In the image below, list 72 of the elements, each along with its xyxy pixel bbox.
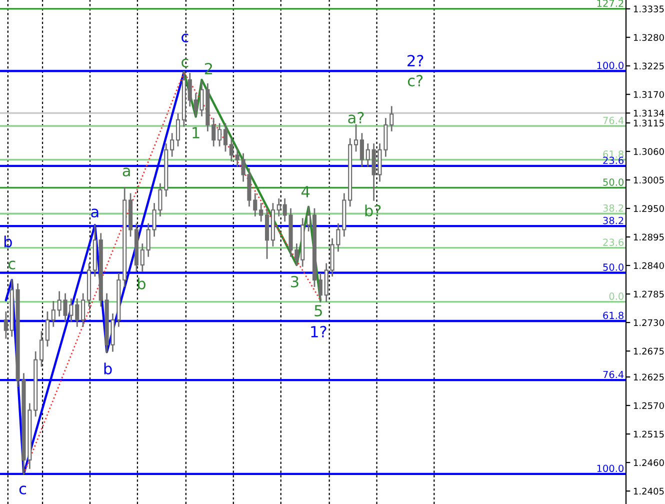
candlestick [75, 298, 80, 327]
y-tick-label: 1.3280 [634, 34, 664, 41]
y-tick-label: 1.2950 [634, 205, 664, 212]
candlestick [51, 301, 56, 327]
candlestick [39, 331, 44, 367]
y-tick-label: 1.2625 [634, 374, 664, 381]
candlestick [81, 293, 86, 327]
y-tick-label: 1.3225 [634, 62, 664, 70]
candlestick [4, 311, 8, 339]
y-tick-label: 1.2895 [634, 234, 664, 241]
y-tick-label: 1.2515 [634, 430, 664, 438]
candlestick [176, 113, 180, 146]
annotation: 76.4 [603, 116, 624, 124]
annotation: b [104, 362, 112, 374]
annotation: c [182, 34, 188, 42]
y-tick-label: 1.2405 [634, 488, 664, 495]
y-tick-label: 1.3134 [634, 110, 664, 117]
annotation: 76.4 [603, 370, 624, 378]
candlestick [229, 138, 234, 162]
annotation: a [91, 208, 98, 218]
candlestick [218, 123, 222, 146]
annotation: a? [348, 112, 364, 124]
annotation: 61.8 [603, 312, 624, 320]
annotation: 4 [301, 186, 310, 198]
annotation: 0.0 [609, 292, 624, 300]
candlestick [366, 143, 370, 167]
annotation: c [8, 260, 16, 270]
annotation: 38.2 [603, 204, 624, 212]
y-tick-label: 1.2730 [634, 319, 664, 326]
y-tick-label: 1.3115 [634, 120, 664, 126]
candlestick [360, 133, 364, 167]
annotation: 5 [314, 305, 322, 316]
candlestick [140, 244, 144, 272]
annotation: 2? [408, 54, 424, 66]
candlestick [45, 311, 50, 347]
annotation: 100.0 [597, 464, 624, 472]
candlestick [318, 273, 322, 302]
annotation: c? [408, 74, 423, 86]
annotation: b [4, 236, 12, 248]
candlestick [390, 106, 394, 132]
annotation: 3 [291, 276, 298, 288]
y-tick-label: 1.2785 [634, 290, 664, 298]
annotation: c [182, 58, 188, 68]
annotation: a [122, 168, 130, 176]
y-tick-label: 1.3005 [634, 176, 664, 184]
annotation: c [19, 486, 26, 494]
y-tick-label: 1.3335 [634, 6, 664, 12]
annotation: 100.0 [597, 62, 624, 70]
candlestick [170, 133, 174, 157]
candlestick [188, 72, 192, 106]
y-tick-label: 1.2840 [634, 262, 664, 270]
candlestick [259, 203, 264, 222]
candlestick [276, 198, 281, 216]
y-tick-label: 1.2460 [634, 459, 664, 466]
annotation: 50.0 [603, 264, 624, 271]
candlestick [306, 206, 311, 232]
annotation: b? [365, 204, 381, 216]
annotation: 1 [192, 127, 200, 138]
annotation: 23.6 [603, 238, 624, 246]
annotation: 127.2 [597, 0, 624, 7]
y-tick-label: 1.3060 [634, 148, 664, 155]
candlestick [354, 124, 358, 152]
candlestick [223, 123, 228, 152]
annotation: 50.0 [603, 178, 624, 186]
annotation: 1? [311, 326, 326, 338]
candlestick [212, 118, 216, 146]
y-tick-label: 1.2675 [634, 348, 664, 355]
annotation: 38.2 [603, 216, 624, 224]
annotation: 23.6 [603, 156, 624, 164]
annotation: b [138, 278, 146, 290]
y-tick-label: 1.2570 [634, 402, 664, 410]
y-tick-label: 1.3170 [634, 91, 664, 98]
